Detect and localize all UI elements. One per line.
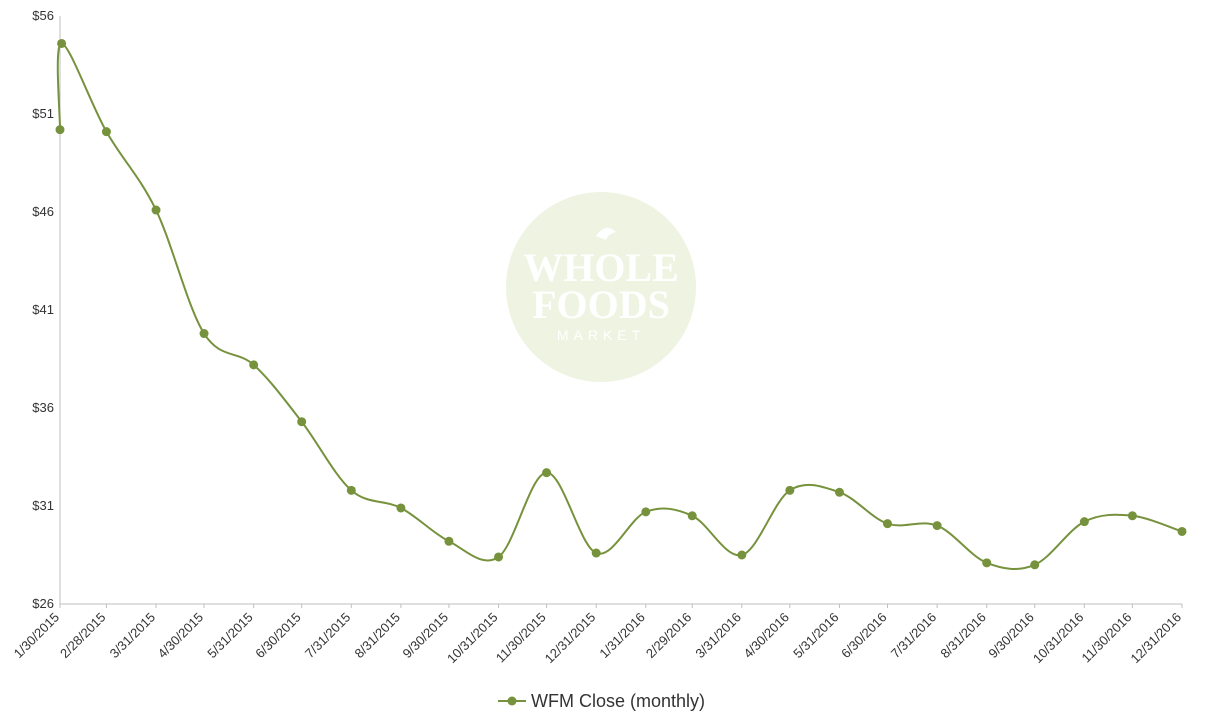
data-point [57,38,67,48]
legend-label: WFM Close (monthly) [531,691,705,711]
data-point [542,468,552,478]
data-point [444,536,454,546]
data-point [1079,517,1089,527]
data-point [882,519,892,529]
data-point [982,558,992,568]
data-point [1030,560,1040,570]
x-tick-label: 1/31/2016 [596,610,648,662]
y-axis-ticks: $26 $31 $36 $41 $46 $51 $56 [32,8,54,611]
x-tick-label: 8/31/2015 [352,610,404,662]
x-tick-label: 7/31/2015 [302,610,354,662]
data-point [101,127,111,137]
x-tick-label: 4/30/2015 [155,610,207,662]
x-tick-label: 3/31/2016 [692,610,744,662]
watermark-line2: FOODS [532,282,670,327]
watermark-leaf-icon [596,227,616,240]
y-tick-label: $46 [32,204,54,219]
x-tick-label: 6/30/2015 [252,610,304,662]
series-line-wfm-close [56,42,1183,570]
watermark-line3: MARKET [557,327,645,343]
y-tick-label: $26 [32,596,54,611]
x-tick-label: 11/30/2016 [1079,610,1135,666]
legend-marker [507,696,517,706]
x-tick-label: 12/31/2015 [542,610,599,667]
x-tick-label: 7/31/2016 [888,610,940,662]
data-point [346,485,356,495]
y-tick-label: $36 [32,400,54,415]
x-tick-label: 5/31/2015 [204,610,256,662]
data-point [55,125,65,135]
y-tick-label: $31 [32,498,54,513]
data-point [151,205,161,215]
x-tick-label: 3/31/2015 [107,610,159,662]
data-point [1177,526,1187,536]
x-tick-label: 9/30/2016 [985,610,1037,662]
data-point [199,329,209,339]
data-point [737,550,747,560]
x-tick-label: 4/30/2016 [740,610,792,662]
watermark-line1: WHOLE [523,245,679,290]
watermark-circle [506,192,696,382]
data-point [396,503,406,513]
y-tick-label: $51 [32,106,54,121]
x-tick-label: 8/31/2016 [937,610,989,662]
legend: WFM Close (monthly) [498,691,705,711]
data-point [1127,511,1137,521]
x-tick-label: 9/30/2015 [400,610,452,662]
x-tick-label: 12/31/2016 [1127,610,1184,667]
y-tick-label: $56 [32,8,54,23]
x-tick-label: 2/29/2016 [643,610,695,662]
x-axis-ticks: 1/30/20152/28/20153/31/20154/30/20155/31… [11,604,1184,667]
data-point [785,485,795,495]
y-tick-label: $41 [32,302,54,317]
data-point [641,507,651,517]
x-tick-label: 5/31/2016 [790,610,842,662]
x-tick-label: 10/31/2015 [444,610,501,667]
data-point [687,511,697,521]
data-point [494,552,504,562]
data-point [297,417,307,427]
x-tick-label: 11/30/2015 [493,610,549,666]
series-points [55,38,1187,570]
data-point [834,487,844,497]
x-tick-label: 6/30/2016 [838,610,890,662]
whole-foods-logo-watermark: WHOLE FOODS MARKET [506,192,696,382]
data-point [932,521,942,531]
x-tick-label: 10/31/2016 [1030,610,1087,667]
data-point [591,548,601,558]
x-tick-label: 2/28/2015 [57,610,109,662]
x-tick-label: 1/30/2015 [11,610,63,662]
data-point [249,360,259,370]
